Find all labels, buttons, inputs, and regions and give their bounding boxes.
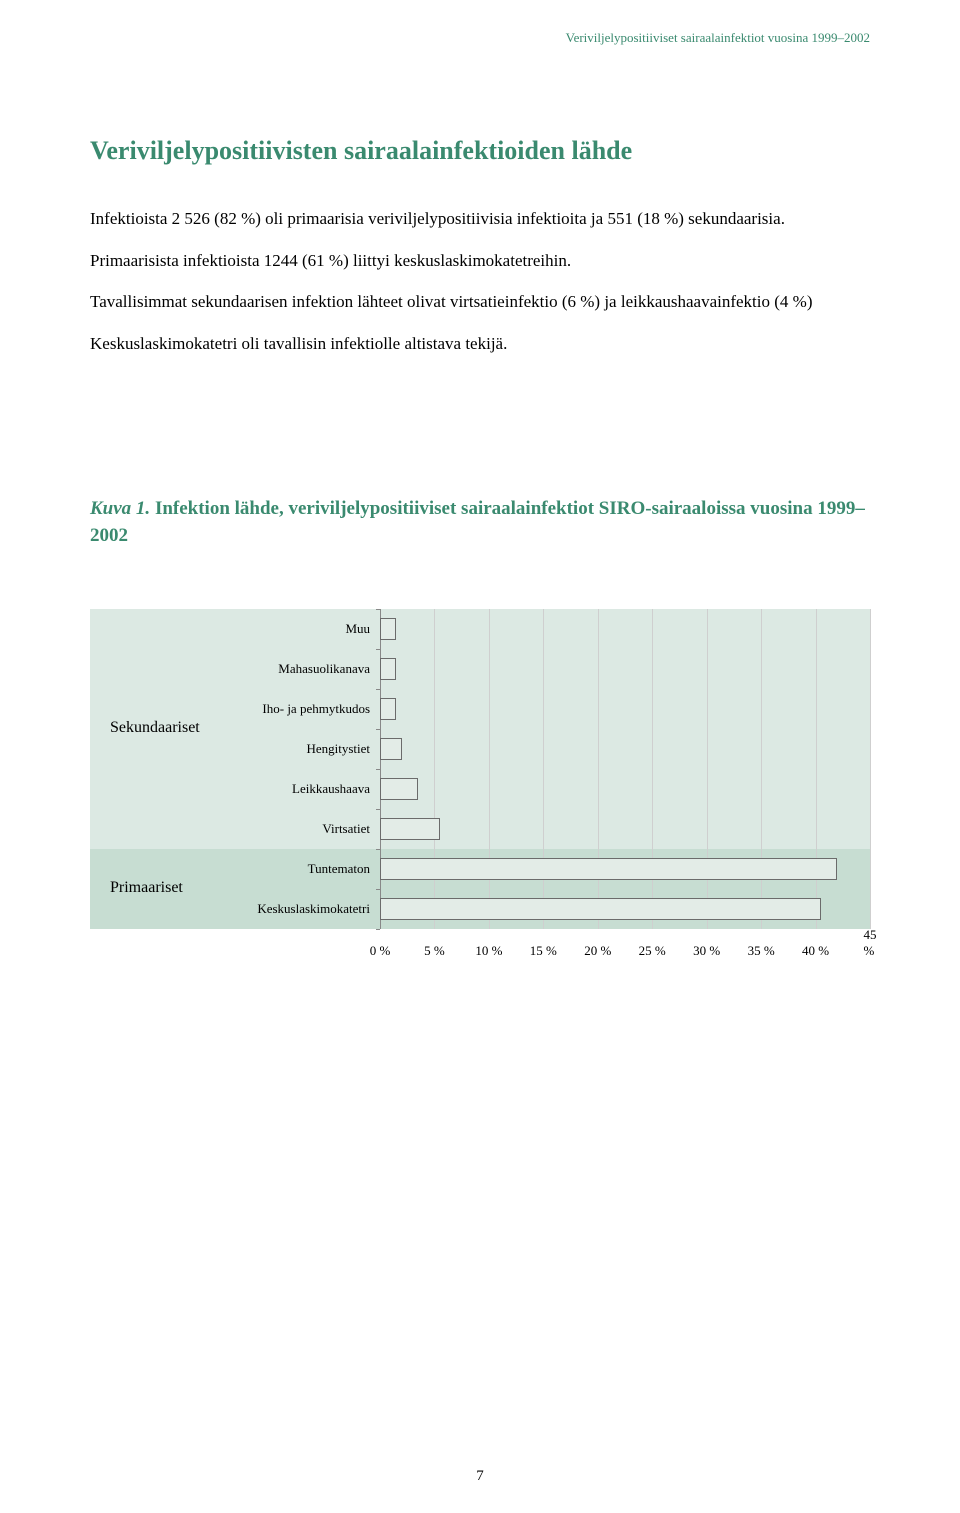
bar [380, 818, 440, 840]
grid-line [489, 609, 490, 929]
y-tick [376, 609, 380, 610]
grid-line [652, 609, 653, 929]
figure-caption-text: Infektion lähde, veriviljelypositiiviset… [90, 498, 865, 546]
category-label: Hengitystiet [306, 741, 370, 757]
category-label: Iho- ja pehmytkudos [262, 701, 370, 717]
y-tick [376, 849, 380, 850]
category-label: Virtsatiet [322, 821, 370, 837]
x-tick-label: 0 % [370, 943, 391, 959]
x-tick-label: 40 % [802, 943, 829, 959]
bar [380, 618, 396, 640]
bar [380, 778, 418, 800]
figure-caption: Kuva 1. Infektion lähde, veriviljelyposi… [90, 496, 870, 549]
bar-row [380, 738, 402, 760]
category-label: Leikkaushaava [292, 781, 370, 797]
section-title: Veriviljelypositiivisten sairaalainfekti… [90, 136, 870, 166]
x-tick-label: 5 % [424, 943, 445, 959]
y-tick [376, 689, 380, 690]
category-label: Tuntematon [308, 861, 370, 877]
chart-group-label: Sekundaariset [110, 719, 200, 737]
grid-line [598, 609, 599, 929]
y-axis [380, 609, 381, 929]
bar [380, 858, 837, 880]
bar-row [380, 658, 396, 680]
category-label: Keskuslaskimokatetri [257, 901, 370, 917]
paragraph-1: Infektioista 2 526 (82 %) oli primaarisi… [90, 206, 870, 232]
bar [380, 898, 821, 920]
bar-row [380, 818, 440, 840]
chart-group-label: Primaariset [110, 879, 183, 897]
y-tick [376, 649, 380, 650]
bar-row [380, 858, 837, 880]
bar-row [380, 698, 396, 720]
running-header: Veriviljelypositiiviset sairaalainfektio… [90, 30, 870, 46]
grid-line [543, 609, 544, 929]
category-label: Muu [345, 621, 370, 637]
bar-row [380, 618, 396, 640]
chart-plot: 0 %5 %10 %15 %20 %25 %30 %35 %40 %45 %Mu… [380, 609, 870, 969]
page-number: 7 [0, 1468, 960, 1485]
grid-line [434, 609, 435, 929]
y-tick [376, 769, 380, 770]
bar [380, 658, 396, 680]
paragraph-3: Tavallisimmat sekundaarisen infektion lä… [90, 289, 870, 315]
x-tick-label: 35 % [748, 943, 775, 959]
bar [380, 698, 396, 720]
y-tick [376, 929, 380, 930]
grid-line [816, 609, 817, 929]
grid-line [870, 609, 871, 929]
x-tick-label: 25 % [639, 943, 666, 959]
figure-prefix: Kuva 1. [90, 498, 150, 519]
y-tick [376, 889, 380, 890]
x-tick-label: 10 % [475, 943, 502, 959]
grid-line [707, 609, 708, 929]
y-tick [376, 729, 380, 730]
x-tick-label: 20 % [584, 943, 611, 959]
bar [380, 738, 402, 760]
category-label: Mahasuolikanava [278, 661, 370, 677]
y-tick [376, 809, 380, 810]
bar-row [380, 898, 821, 920]
grid-line [761, 609, 762, 929]
x-tick-label: 45 % [864, 927, 877, 959]
x-tick-label: 30 % [693, 943, 720, 959]
paragraph-2: Primaarisista infektioista 1244 (61 %) l… [90, 248, 870, 274]
bar-row [380, 778, 418, 800]
x-tick-label: 15 % [530, 943, 557, 959]
paragraph-4: Keskuslaskimokatetri oli tavallisin infe… [90, 331, 870, 357]
bar-chart: Sekundaariset Primaariset 0 % 5 % 10 % 15 % 20… [90, 609, 870, 1029]
